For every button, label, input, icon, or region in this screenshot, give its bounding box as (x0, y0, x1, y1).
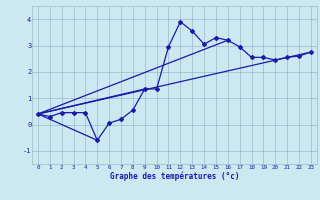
X-axis label: Graphe des températures (°c): Graphe des températures (°c) (110, 171, 239, 181)
